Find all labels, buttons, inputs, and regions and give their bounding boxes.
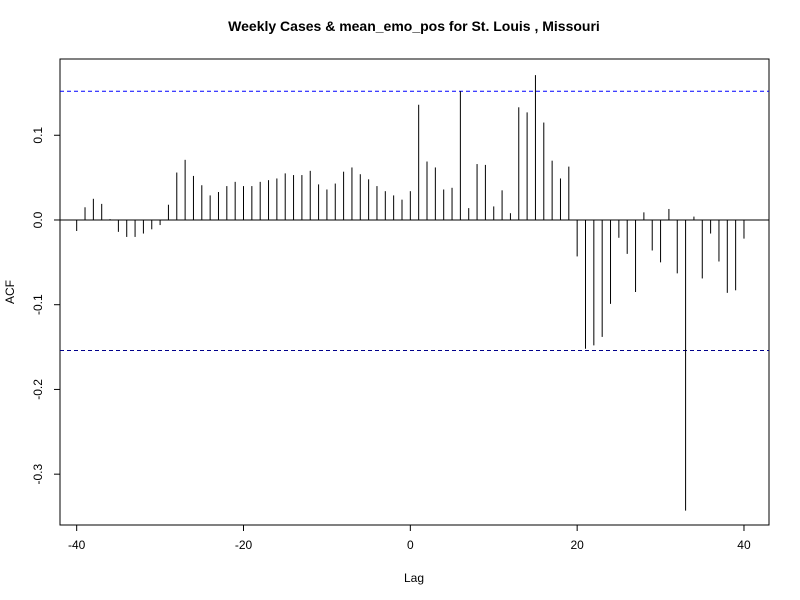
x-tick-label: -40 (68, 538, 86, 552)
chart-title: Weekly Cases & mean_emo_pos for St. Loui… (228, 18, 600, 34)
x-axis: -40 -20 0 20 40 (68, 525, 751, 552)
y-tick-label: -0.2 (31, 379, 45, 400)
x-tick-label: 0 (407, 538, 414, 552)
y-tick-label: 0.1 (31, 127, 45, 144)
y-tick-label: -0.1 (31, 294, 45, 315)
y-tick-label: 0.0 (31, 211, 45, 228)
acf-bars (76, 75, 745, 511)
x-tick-label: 20 (570, 538, 584, 552)
y-axis-label: ACF (3, 280, 17, 304)
x-tick-label: -20 (235, 538, 253, 552)
plot-frame (59, 58, 770, 526)
x-tick-label: 40 (737, 538, 751, 552)
y-tick-label: -0.3 (31, 464, 45, 485)
x-axis-label: Lag (404, 571, 424, 585)
confidence-lines (60, 90, 769, 351)
y-axis: -0.3 -0.2 -0.1 0.0 0.1 (31, 127, 60, 485)
